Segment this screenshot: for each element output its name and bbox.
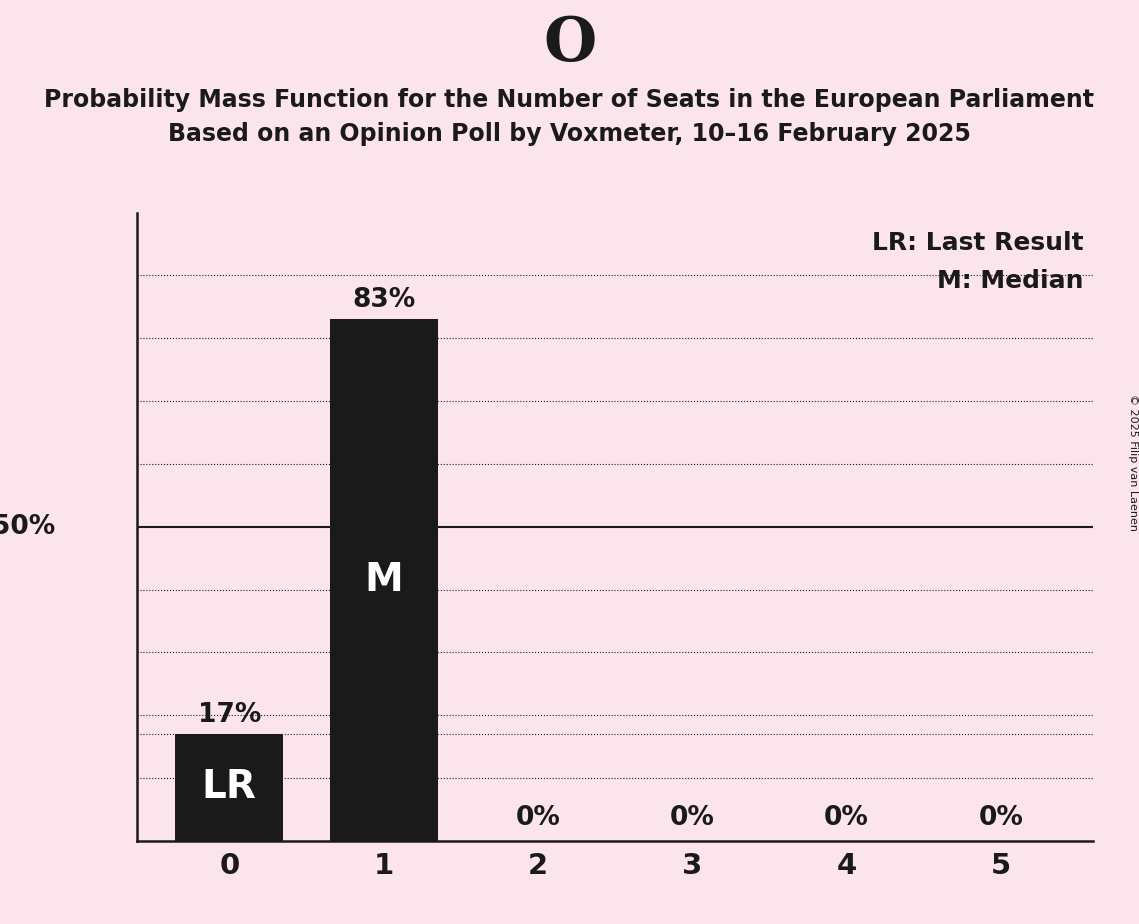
Text: 83%: 83% — [352, 287, 416, 313]
Text: M: Median: M: Median — [937, 269, 1084, 293]
Text: 0%: 0% — [978, 806, 1023, 832]
Text: O: O — [543, 14, 596, 74]
Text: LR: Last Result: LR: Last Result — [872, 231, 1084, 255]
Text: LR: LR — [202, 769, 256, 807]
Bar — [329, 320, 437, 841]
Text: M: M — [364, 561, 403, 599]
Text: 17%: 17% — [197, 701, 261, 728]
Text: 0%: 0% — [825, 806, 869, 832]
Bar — [175, 734, 284, 841]
Text: Probability Mass Function for the Number of Seats in the European Parliament: Probability Mass Function for the Number… — [44, 88, 1095, 112]
Text: 0%: 0% — [516, 806, 560, 832]
Text: 50%: 50% — [0, 514, 56, 540]
Text: © 2025 Filip van Laenen: © 2025 Filip van Laenen — [1129, 394, 1138, 530]
Text: Based on an Opinion Poll by Voxmeter, 10–16 February 2025: Based on an Opinion Poll by Voxmeter, 10… — [169, 122, 970, 146]
Text: 0%: 0% — [670, 806, 714, 832]
